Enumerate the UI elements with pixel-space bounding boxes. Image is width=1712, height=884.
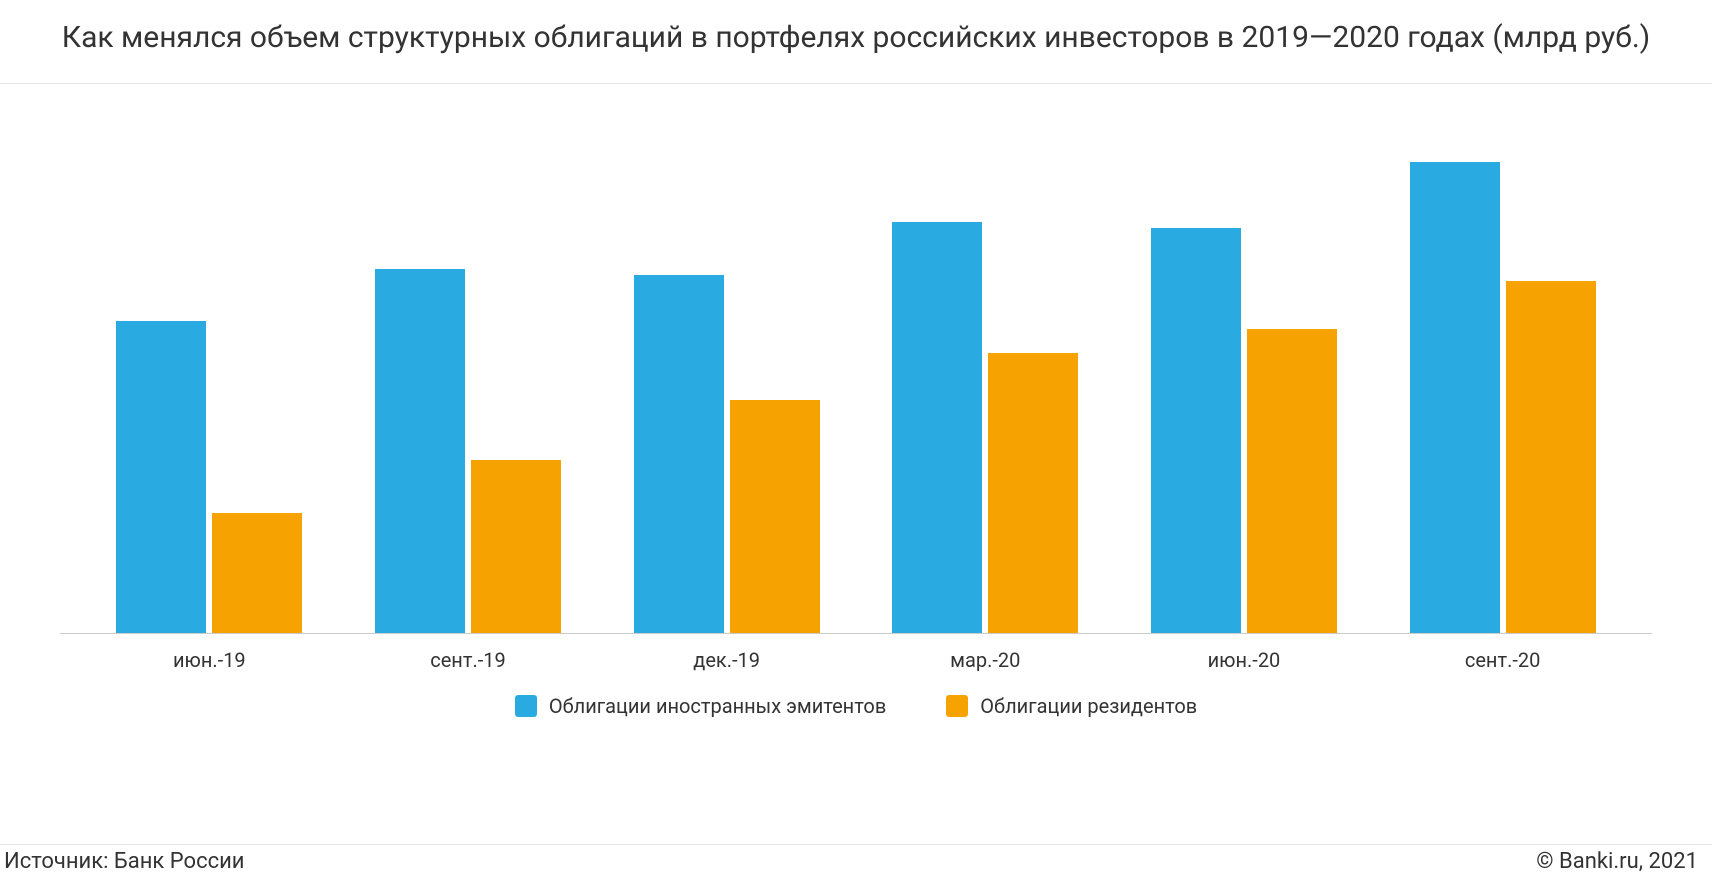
x-axis-label: июн.-20 (1144, 648, 1344, 672)
bar-group (1144, 228, 1344, 633)
legend-swatch (946, 695, 968, 717)
bar (375, 269, 465, 632)
bar (730, 400, 820, 632)
bar (634, 275, 724, 632)
plot-wrap: июн.-19 сент.-19 дек.-19 мар.-20 июн.-20 сент… (0, 84, 1712, 845)
bar (116, 321, 206, 633)
chart-footer: Источник: Банк России © Banki.ru, 2021 (0, 845, 1712, 884)
copyright-label: © Banki.ru, 2021 (1536, 849, 1698, 874)
legend-label: Облигации иностранных эмитентов (549, 694, 886, 718)
x-axis-label: июн.-19 (109, 648, 309, 672)
chart-container: Как менялся объем структурных облигаций … (0, 0, 1712, 884)
source-label: Источник: Банк России (4, 849, 245, 874)
bar (212, 513, 302, 632)
legend-item: Облигации иностранных эмитентов (515, 694, 886, 718)
bar (988, 353, 1078, 633)
legend-item: Облигации резидентов (946, 694, 1197, 718)
x-axis-label: сент.-20 (1403, 648, 1603, 672)
bar (1247, 329, 1337, 633)
bar-group (1403, 162, 1603, 632)
bar (892, 222, 982, 633)
bar-group (109, 321, 309, 633)
x-axis-label: мар.-20 (885, 648, 1085, 672)
bar-group (627, 275, 827, 632)
bar (471, 460, 561, 633)
bar-group (368, 269, 568, 632)
plot-area (60, 134, 1652, 634)
bar (1410, 162, 1500, 632)
bar (1506, 281, 1596, 632)
x-axis-label: дек.-19 (627, 648, 827, 672)
bar (1151, 228, 1241, 633)
legend-swatch (515, 695, 537, 717)
legend-label: Облигации резидентов (980, 694, 1197, 718)
x-axis-labels: июн.-19 сент.-19 дек.-19 мар.-20 июн.-20 сент… (60, 634, 1652, 672)
chart-title: Как менялся объем структурных облигаций … (0, 0, 1712, 83)
x-axis-label: сент.-19 (368, 648, 568, 672)
legend: Облигации иностранных эмитентов Облигации… (60, 672, 1652, 718)
bar-group (885, 222, 1085, 633)
